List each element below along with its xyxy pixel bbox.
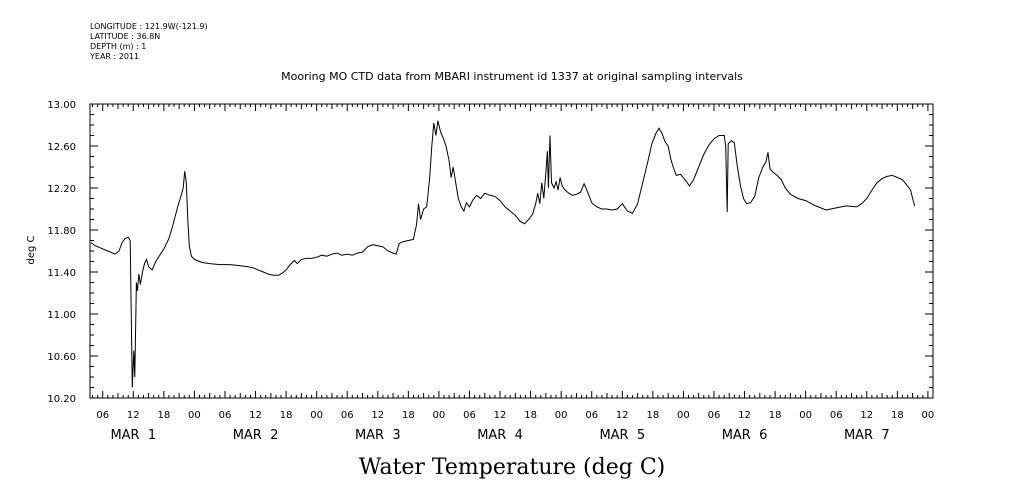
chart-title: Mooring MO CTD data from MBARI instrumen… xyxy=(281,70,743,83)
x-tick-label: 00 xyxy=(433,410,446,421)
x-tick-label: 18 xyxy=(157,410,170,421)
x-tick-label: 12 xyxy=(127,410,140,421)
x-tick-label: 06 xyxy=(708,410,721,421)
x-tick-label: 00 xyxy=(799,410,812,421)
longitude-text: LONGITUDE : 121.9W(-121.9) xyxy=(90,22,208,31)
x-axis-tick-labels: 06 12 18 00 06 12 18 00 06 12 18 00 06 12 18 00 06 12 18 00… xyxy=(96,410,934,421)
depth-text: DEPTH (m) : 1 xyxy=(90,42,147,51)
x-day-label: MAR 6 xyxy=(722,428,768,443)
y-tick-label: 10.20 xyxy=(47,394,76,405)
x-day-label: MAR 3 xyxy=(355,428,401,443)
latitude-text: LATITUDE : 36.8N xyxy=(90,32,161,41)
y-tick-label: 11.00 xyxy=(47,310,76,321)
x-tick-label: 06 xyxy=(585,410,598,421)
x-tick-label: 12 xyxy=(616,410,629,421)
x-tick-label: 12 xyxy=(738,410,751,421)
y-axis-label: deg C xyxy=(26,235,37,264)
x-tick-label: 18 xyxy=(769,410,782,421)
y-tick-label: 12.60 xyxy=(47,142,76,153)
y-axis-ticks xyxy=(90,103,933,399)
x-axis-label: Water Temperature (deg C) xyxy=(359,455,666,480)
x-tick-label: 18 xyxy=(402,410,415,421)
x-day-label: MAR 5 xyxy=(599,428,645,443)
x-day-label: MAR 1 xyxy=(110,428,156,443)
x-axis-ticks xyxy=(92,104,934,398)
x-tick-label: 12 xyxy=(494,410,507,421)
x-tick-label: 12 xyxy=(371,410,384,421)
x-tick-label: 18 xyxy=(524,410,537,421)
y-axis-tick-labels: 13.00 12.60 12.20 11.80 11.40 11.00 10.60 10.20 xyxy=(47,100,76,405)
x-tick-label: 06 xyxy=(219,410,232,421)
x-tick-label: 12 xyxy=(249,410,262,421)
x-tick-label: 06 xyxy=(341,410,354,421)
x-axis-day-labels: MAR 1 MAR 2 MAR 3 MAR 4 MAR 5 MAR 6 MAR 7 xyxy=(110,428,889,443)
x-tick-label: 00 xyxy=(310,410,323,421)
y-tick-label: 10.60 xyxy=(47,352,76,363)
x-tick-label: 00 xyxy=(555,410,568,421)
x-day-label: MAR 7 xyxy=(844,428,890,443)
x-tick-label: 00 xyxy=(677,410,690,421)
x-tick-label: 18 xyxy=(280,410,293,421)
x-tick-label: 06 xyxy=(96,410,109,421)
metadata-block: LONGITUDE : 121.9W(-121.9) LATITUDE : 36… xyxy=(90,22,208,62)
x-tick-label: 18 xyxy=(891,410,904,421)
x-tick-label: 06 xyxy=(463,410,476,421)
x-tick-label: 12 xyxy=(860,410,873,421)
y-tick-label: 11.80 xyxy=(47,226,76,237)
water-temperature-series-line xyxy=(90,120,916,388)
y-tick-label: 13.00 xyxy=(47,100,76,111)
x-tick-label: 00 xyxy=(188,410,201,421)
y-tick-label: 12.20 xyxy=(47,184,76,195)
y-tick-label: 11.40 xyxy=(47,268,76,279)
x-day-label: MAR 4 xyxy=(477,428,523,443)
x-tick-label: 18 xyxy=(646,410,659,421)
x-day-label: MAR 2 xyxy=(233,428,279,443)
year-text: YEAR : 2011 xyxy=(90,52,140,61)
x-tick-label: 06 xyxy=(830,410,843,421)
plot-frame xyxy=(89,103,934,399)
x-tick-label: 00 xyxy=(922,410,935,421)
